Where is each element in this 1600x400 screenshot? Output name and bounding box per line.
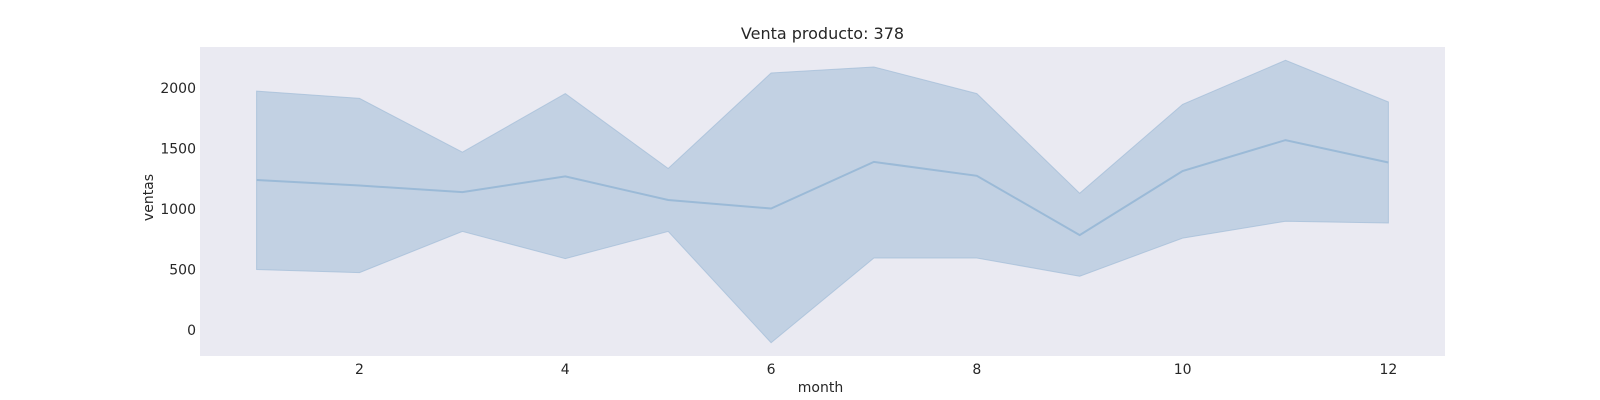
x-tick-label: 4 [561, 362, 570, 378]
x-tick-label: 6 [767, 362, 776, 378]
y-tick-labels: 0 500 1000 1500 2000 [160, 81, 196, 339]
y-tick-label: 0 [187, 323, 196, 339]
x-tick-label: 2 [355, 362, 364, 378]
x-tick-labels: 2 4 6 8 10 12 [355, 362, 1397, 378]
confidence-band [256, 59, 1389, 344]
x-tick-label: 8 [972, 362, 981, 378]
y-tick-label: 2000 [160, 81, 196, 97]
chart-title: Venta producto: 378 [741, 24, 904, 43]
y-tick-label: 1000 [160, 202, 196, 218]
x-axis-label: month [798, 380, 843, 396]
series-line [256, 139, 1389, 237]
series-line-layer [256, 139, 1389, 237]
x-tick-label: 10 [1174, 362, 1192, 378]
y-axis-label: ventas [141, 174, 157, 221]
y-tick-label: 1500 [160, 142, 196, 158]
y-tick-label: 500 [169, 263, 196, 279]
x-tick-label: 12 [1379, 362, 1397, 378]
confidence-band-layer [256, 59, 1389, 344]
